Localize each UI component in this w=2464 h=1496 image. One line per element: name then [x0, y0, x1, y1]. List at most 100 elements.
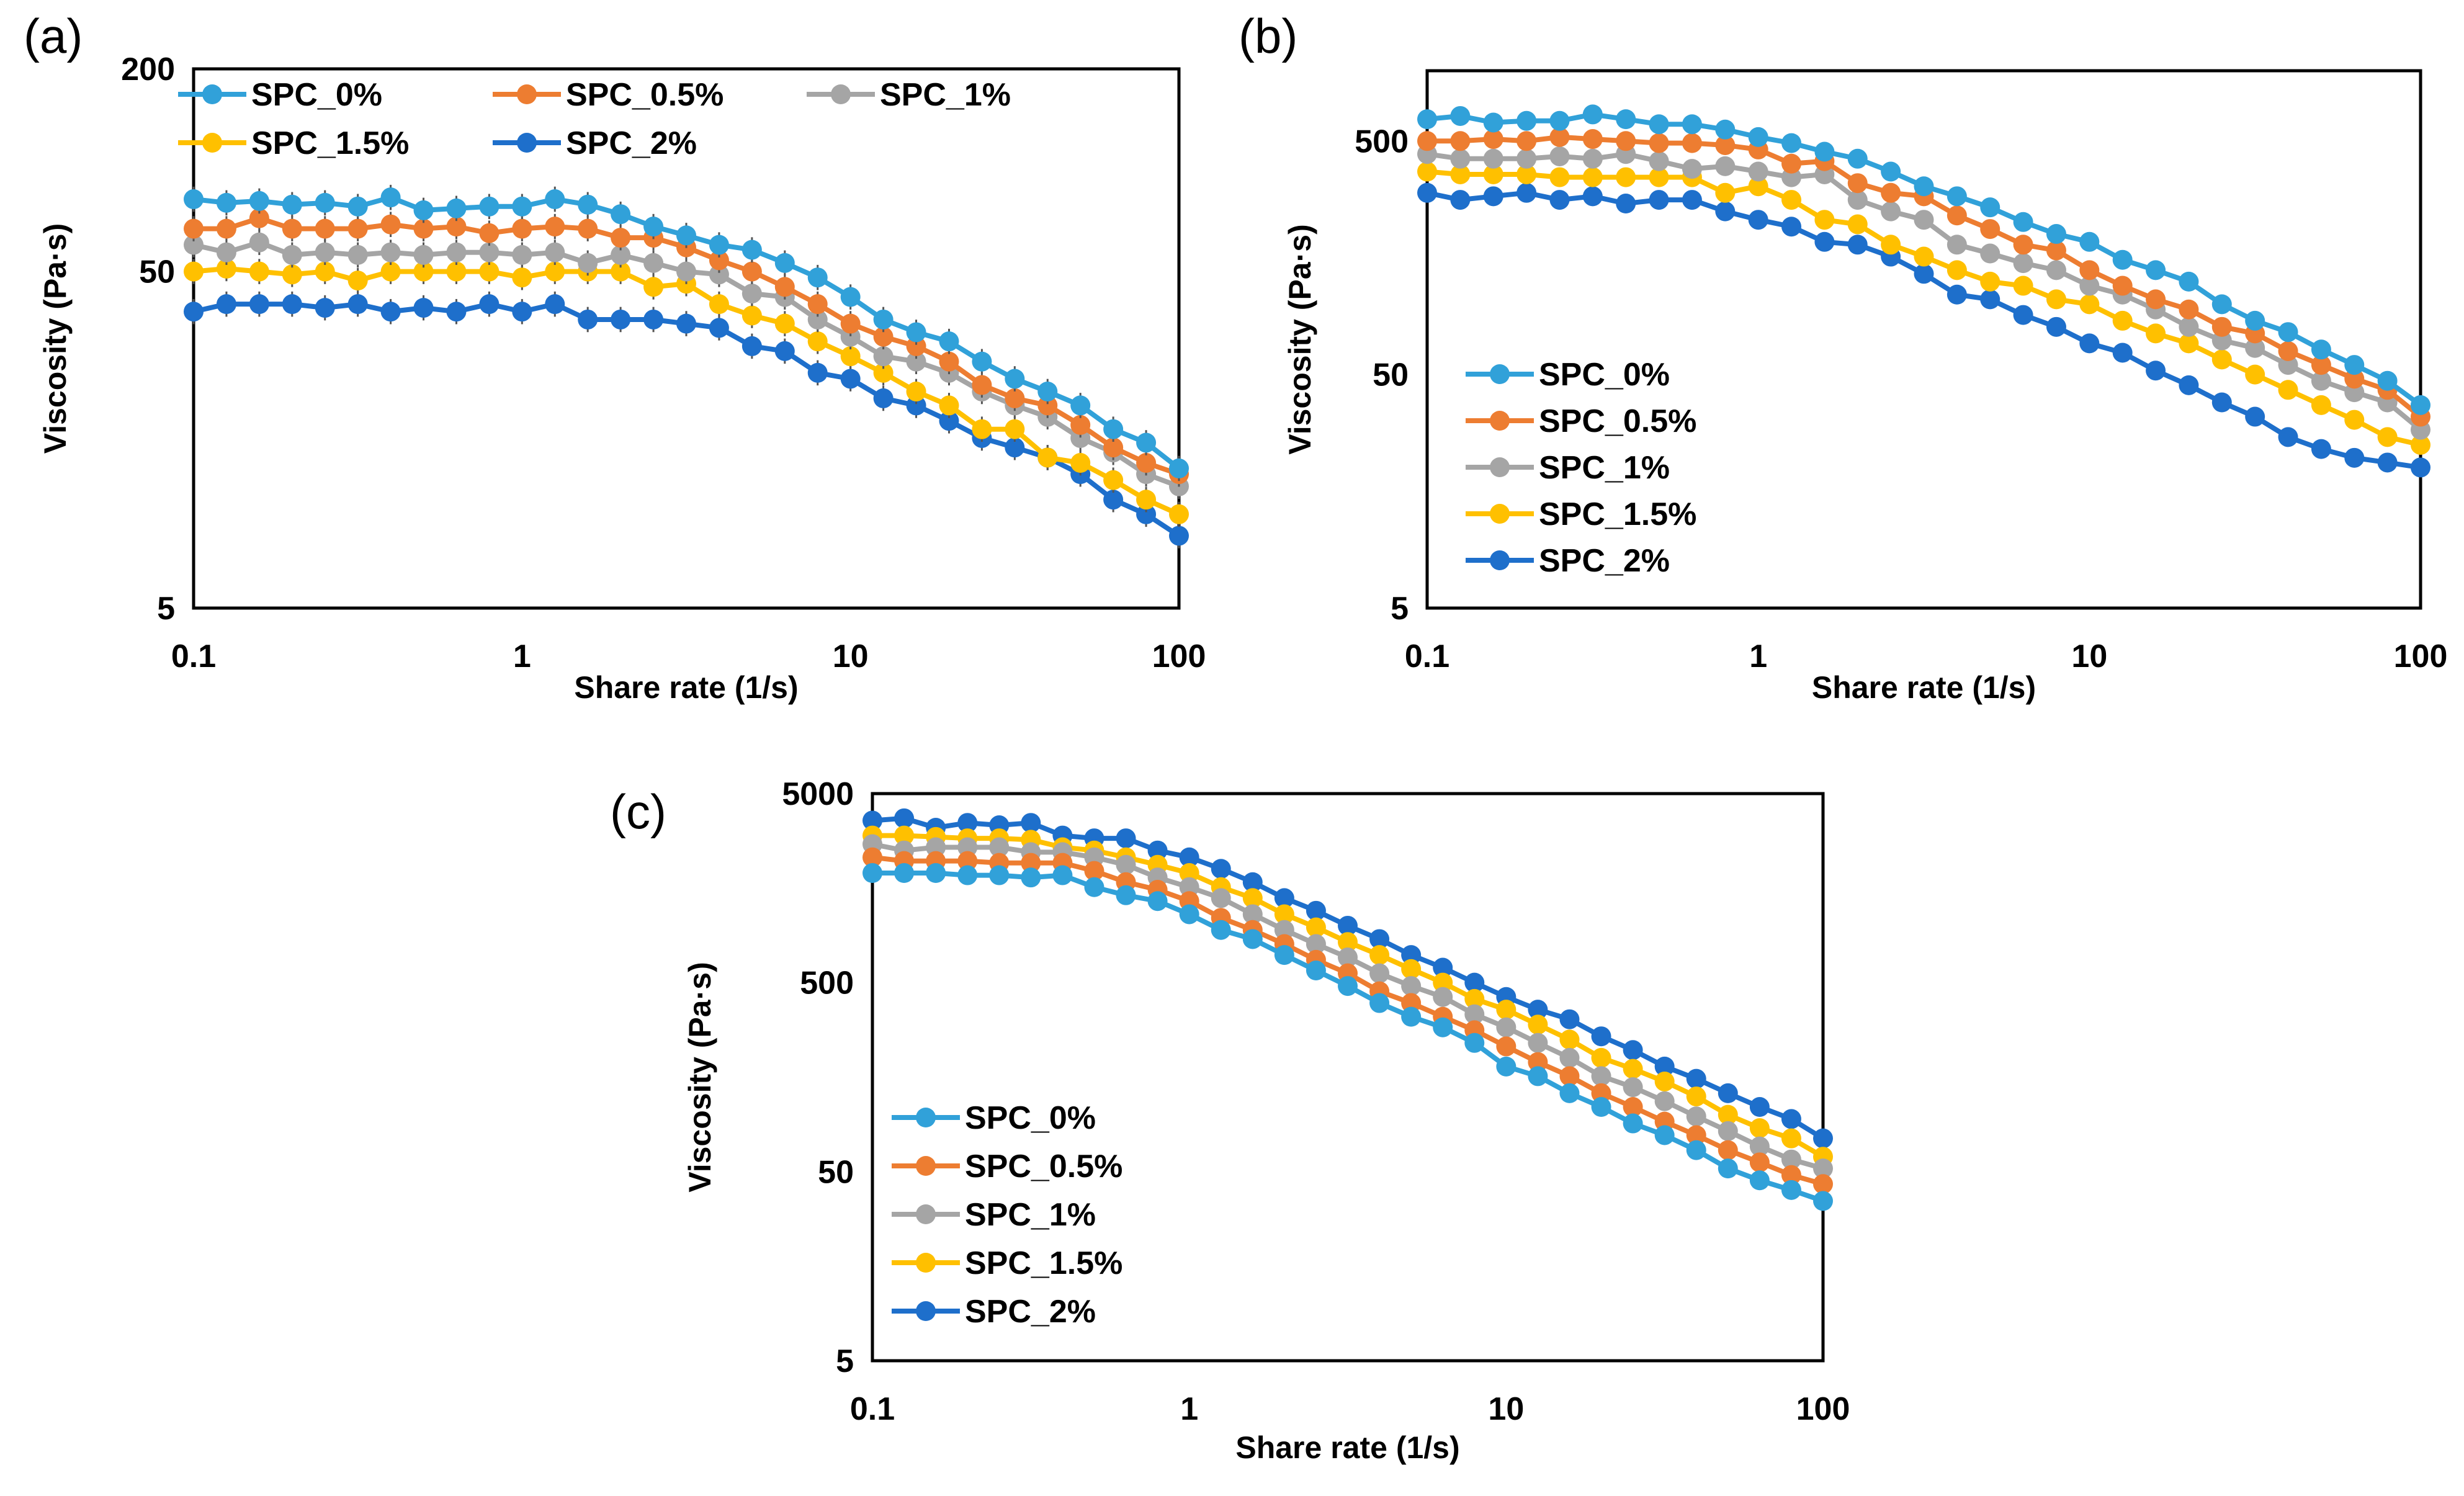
data-point	[1021, 813, 1041, 833]
data-point	[957, 851, 978, 871]
data-point	[1715, 135, 1736, 155]
data-point	[972, 375, 992, 395]
data-point	[1980, 271, 2000, 292]
data-point	[1748, 210, 1768, 230]
data-point	[611, 228, 631, 248]
data-point	[1103, 419, 1124, 439]
data-point	[446, 198, 467, 218]
data-point	[643, 253, 664, 273]
data-point	[906, 381, 926, 401]
data-point	[1813, 1191, 1833, 1211]
data-point	[578, 218, 598, 239]
data-point	[2377, 452, 2398, 473]
data-point	[1037, 447, 1058, 468]
data-point	[894, 825, 915, 846]
y-tick-label: 5000	[782, 776, 854, 812]
x-tick-label: 0.1	[850, 1391, 895, 1427]
data-point	[1338, 915, 1358, 936]
data-point	[1103, 437, 1124, 458]
data-point	[807, 294, 828, 315]
data-point	[1914, 246, 1934, 267]
data-point	[1005, 437, 1025, 458]
data-point	[989, 865, 1010, 885]
data-point	[282, 264, 302, 285]
data-point	[380, 242, 401, 262]
y-tick-label: 500	[800, 965, 854, 1001]
data-point	[2079, 333, 2100, 354]
legend-item: SPC_2%	[892, 1294, 1096, 1330]
data-point	[2079, 275, 2100, 296]
data-point	[862, 810, 882, 831]
data-point	[873, 309, 894, 329]
data-point	[1947, 235, 1967, 255]
data-point	[380, 214, 401, 235]
data-point	[2377, 370, 2398, 391]
data-point	[1306, 917, 1326, 938]
plot-frame	[192, 67, 1181, 610]
legend-label: SPC_2%	[965, 1294, 1096, 1330]
y-tick-label: 500	[1355, 123, 1409, 159]
data-point	[1686, 1086, 1706, 1107]
data-point	[282, 294, 302, 315]
legend-marker	[916, 1301, 936, 1321]
y-axis-title: Viscosity (Pa·s)	[38, 223, 73, 454]
series-spc-0-	[862, 863, 1833, 1211]
data-point	[741, 336, 762, 356]
data-point	[926, 863, 946, 884]
data-point	[906, 322, 926, 343]
data-point	[1179, 863, 1199, 884]
data-point	[216, 192, 236, 213]
data-point	[578, 253, 598, 273]
panel-label: (b)	[1239, 9, 1297, 63]
data-point	[347, 196, 368, 217]
data-point	[1781, 1109, 1801, 1129]
data-point	[2146, 289, 2166, 310]
data-point	[1781, 1180, 1801, 1200]
data-point	[807, 267, 828, 288]
data-point	[1781, 153, 1802, 174]
data-point	[315, 261, 335, 282]
data-point	[1274, 920, 1294, 940]
data-point	[347, 244, 368, 265]
data-point	[840, 369, 861, 389]
data-point	[1582, 167, 1603, 187]
data-point	[1147, 840, 1168, 861]
data-point	[2179, 333, 2199, 354]
x-tick-label: 1	[1180, 1391, 1198, 1427]
data-point	[1464, 1032, 1485, 1053]
data-point	[1718, 1104, 1738, 1125]
data-point	[1682, 159, 1702, 179]
data-point	[1005, 419, 1025, 439]
data-point	[1169, 504, 1189, 524]
x-tick-label: 10	[1488, 1391, 1524, 1427]
data-point	[479, 196, 500, 217]
data-point	[1654, 1125, 1675, 1145]
data-point	[1464, 988, 1485, 1009]
y-tick-label: 200	[121, 52, 175, 87]
data-point	[1686, 1106, 1706, 1127]
data-point	[1070, 414, 1091, 435]
data-point	[2179, 316, 2199, 337]
data-point	[1179, 847, 1199, 867]
series-spc-2-	[184, 291, 1189, 549]
data-point	[926, 837, 946, 858]
data-point	[1417, 131, 1437, 151]
data-point	[1496, 1000, 1516, 1020]
data-point	[741, 305, 762, 326]
data-point	[315, 242, 335, 262]
data-point	[2278, 427, 2298, 447]
data-point	[2046, 240, 2066, 261]
data-point	[2112, 275, 2133, 296]
data-point	[446, 302, 467, 322]
data-point	[2278, 380, 2298, 400]
data-point	[282, 244, 302, 265]
data-point	[709, 294, 729, 315]
y-tick-label: 5	[157, 591, 175, 627]
legend-item: SPC_2%	[1466, 543, 1670, 579]
data-point	[2311, 439, 2331, 459]
data-point	[578, 194, 598, 215]
data-point	[1749, 1152, 1770, 1173]
series-spc-1-	[862, 834, 1833, 1179]
data-point	[2013, 235, 2033, 255]
